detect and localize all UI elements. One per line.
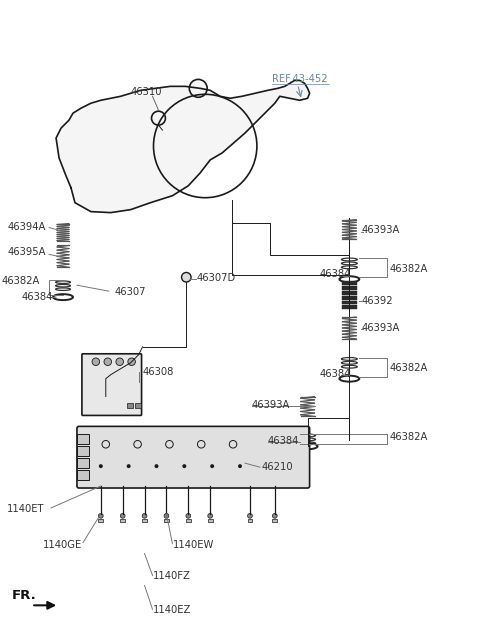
Text: 46382A: 46382A <box>389 264 428 275</box>
FancyBboxPatch shape <box>77 426 310 488</box>
FancyBboxPatch shape <box>82 354 142 415</box>
Text: 1140FZ: 1140FZ <box>153 571 191 582</box>
Text: 46384: 46384 <box>21 292 53 302</box>
Text: 1140EZ: 1140EZ <box>153 605 191 615</box>
Text: 46307D: 46307D <box>196 273 236 283</box>
Circle shape <box>273 513 277 519</box>
Circle shape <box>182 464 186 468</box>
Circle shape <box>155 464 158 468</box>
Text: REF.43-452: REF.43-452 <box>272 75 327 84</box>
Bar <box>342 301 357 304</box>
Circle shape <box>127 464 131 468</box>
Text: 46310: 46310 <box>131 87 162 97</box>
Text: 46384: 46384 <box>320 269 351 279</box>
Text: 46382A: 46382A <box>389 433 428 442</box>
Bar <box>134 403 141 408</box>
Bar <box>342 305 357 309</box>
Text: 46307: 46307 <box>115 287 146 297</box>
Circle shape <box>181 273 191 282</box>
Bar <box>127 403 132 408</box>
Bar <box>77 470 89 480</box>
Circle shape <box>142 513 147 519</box>
Text: 46384: 46384 <box>320 369 351 378</box>
Polygon shape <box>56 80 310 213</box>
Circle shape <box>104 358 111 366</box>
Text: 46393A: 46393A <box>252 401 290 410</box>
Circle shape <box>128 358 135 366</box>
Circle shape <box>164 513 169 519</box>
Bar <box>342 282 357 285</box>
Bar <box>98 519 103 522</box>
Circle shape <box>238 464 242 468</box>
Bar <box>77 458 89 468</box>
Text: 46393A: 46393A <box>361 224 400 234</box>
Text: 1140EW: 1140EW <box>172 540 214 550</box>
Circle shape <box>208 513 213 519</box>
Circle shape <box>99 464 103 468</box>
Circle shape <box>116 358 123 366</box>
Circle shape <box>98 513 103 519</box>
Bar <box>248 519 252 522</box>
Text: 1140ET: 1140ET <box>7 504 45 514</box>
Text: 46392: 46392 <box>361 296 393 306</box>
Text: 46382A: 46382A <box>389 362 428 373</box>
Text: FR.: FR. <box>12 589 36 603</box>
Bar <box>208 519 213 522</box>
Circle shape <box>120 513 125 519</box>
Circle shape <box>248 513 252 519</box>
Bar <box>77 447 89 456</box>
Text: 46308: 46308 <box>143 367 174 376</box>
Circle shape <box>92 358 100 366</box>
Circle shape <box>186 513 191 519</box>
Circle shape <box>210 464 214 468</box>
Text: 46394A: 46394A <box>7 222 46 231</box>
Text: 46384: 46384 <box>268 436 299 447</box>
Bar <box>342 286 357 290</box>
Bar <box>342 291 357 295</box>
Text: 46210: 46210 <box>262 462 293 472</box>
Text: 1140GE: 1140GE <box>43 540 83 550</box>
Bar <box>120 519 125 522</box>
Bar <box>142 519 147 522</box>
Text: 46393A: 46393A <box>361 323 400 333</box>
Bar <box>186 519 191 522</box>
Bar <box>273 519 277 522</box>
Bar <box>164 519 169 522</box>
Text: 46382A: 46382A <box>1 276 40 286</box>
Text: 46395A: 46395A <box>7 247 46 257</box>
Bar <box>77 434 89 444</box>
Bar <box>342 296 357 299</box>
